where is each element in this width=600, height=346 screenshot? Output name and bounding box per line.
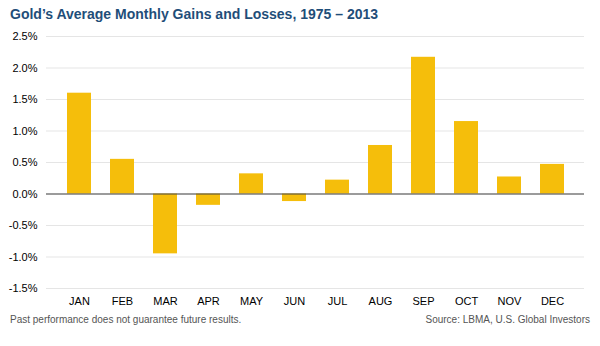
svg-text:-1.0%: -1.0% xyxy=(9,251,38,263)
svg-text:OCT: OCT xyxy=(455,295,479,307)
svg-text:AUG: AUG xyxy=(369,295,393,307)
svg-text:MAY: MAY xyxy=(240,295,264,307)
svg-text:JUL: JUL xyxy=(328,295,348,307)
svg-text:MAR: MAR xyxy=(153,295,178,307)
svg-text:SEP: SEP xyxy=(412,295,434,307)
svg-text:DEC: DEC xyxy=(541,295,564,307)
svg-text:FEB: FEB xyxy=(112,295,133,307)
html-text:Past performance does not guar: Past performance does not guarantee futu… xyxy=(10,314,242,325)
html-text:Gold’s Average Monthly Gains a: Gold’s Average Monthly Gains and Losses,… xyxy=(10,6,378,22)
svg-text:JUN: JUN xyxy=(284,295,305,307)
svg-text:APR: APR xyxy=(197,295,220,307)
svg-text:NOV: NOV xyxy=(498,295,523,307)
html-text:Source: LBMA, U.S. Global Inve: Source: LBMA, U.S. Global Investors xyxy=(425,314,590,325)
svg-text:JAN: JAN xyxy=(69,295,90,307)
svg-text:1.0%: 1.0% xyxy=(12,125,37,137)
svg-text:1.5%: 1.5% xyxy=(12,93,37,105)
svg-text:-0.5%: -0.5% xyxy=(9,219,38,231)
svg-text:2.5%: 2.5% xyxy=(12,30,37,42)
svg-text:0.0%: 0.0% xyxy=(12,188,37,200)
svg-text:0.5%: 0.5% xyxy=(12,156,37,168)
svg-text:2.0%: 2.0% xyxy=(12,62,37,74)
svg-text:-1.5%: -1.5% xyxy=(9,282,38,294)
